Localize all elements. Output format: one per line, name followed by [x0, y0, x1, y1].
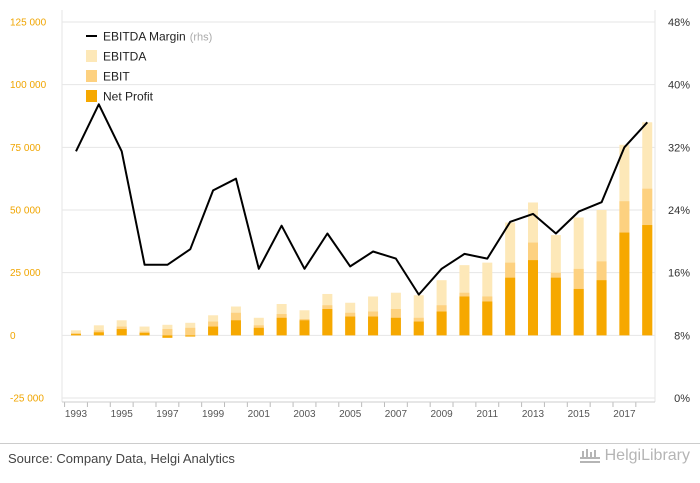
bar-net-profit-1995: [116, 329, 127, 336]
left-tick-label: 100 000: [10, 80, 47, 91]
x-tick-label: 1997: [156, 409, 179, 420]
right-tick-label: 32%: [668, 142, 690, 154]
x-tick-label: 2011: [477, 409, 499, 420]
left-tick-label: -25 000: [10, 394, 44, 405]
bar-ebitda-1996: [139, 326, 150, 336]
legend: EBITDA Margin (rhs) EBITDA EBIT Net Profit: [86, 30, 212, 104]
bar-net-profit-2007: [390, 317, 401, 336]
x-tick-label: 1999: [202, 409, 225, 420]
footer-divider: [0, 443, 700, 444]
bar-net-profit-2010: [459, 296, 470, 336]
right-tick-label: 48%: [668, 17, 690, 29]
legend-label: Net Profit: [103, 90, 154, 104]
bar-net-profit-2014: [550, 277, 561, 336]
x-tick-label: 2015: [568, 409, 591, 420]
legend-label: EBIT: [103, 70, 130, 84]
bar-ebitda-1993: [71, 330, 81, 336]
bar-net-profit-2000: [230, 320, 241, 336]
right-tick-label: 16%: [668, 268, 690, 280]
bar-net-profit-2008: [413, 321, 424, 336]
legend-label: EBITDA Margin: [103, 30, 186, 44]
bar-ebit-1997: [162, 329, 173, 336]
legend-rhs-note: (rhs): [190, 32, 213, 44]
bar-net-profit-2017: [619, 232, 630, 336]
bar-net-profit-2009: [436, 311, 447, 336]
ebitda-margin-line: [75, 103, 649, 296]
x-tick-label: 1995: [111, 409, 134, 420]
bar-net-profit-2002: [276, 317, 287, 336]
legend-swatch: [86, 50, 97, 62]
bar-net-profit-1998: [185, 335, 196, 337]
bar-net-profit-2003: [299, 320, 310, 336]
x-tick-label: 1993: [65, 409, 88, 420]
library-icon: [579, 449, 600, 463]
x-tick-label: 2001: [248, 409, 271, 420]
left-tick-label: 25 000: [10, 268, 41, 279]
right-tick-label: 24%: [668, 205, 690, 217]
right-tick-label: 8%: [674, 330, 690, 342]
bar-net-profit-2004: [322, 309, 333, 336]
source-note: Source: Company Data, Helgi Analytics: [8, 451, 235, 466]
bar-net-profit-1993: [71, 334, 81, 336]
x-tick-label: 2005: [339, 409, 362, 420]
bar-ebitda-2008: [413, 295, 424, 336]
margin-line-layer: [75, 103, 649, 296]
right-tick-label: 40%: [668, 80, 690, 92]
legend-swatch: [86, 70, 97, 82]
legend-swatch: [86, 90, 97, 102]
x-tick-label: 2003: [293, 409, 316, 420]
x-tick-label: 2009: [430, 409, 453, 420]
bar-net-profit-2013: [528, 260, 538, 336]
bar-net-profit-1999: [208, 326, 219, 336]
chart: -25 000 0 25 000 50 000 75 000 100 000 125 000…: [10, 10, 690, 420]
bar-net-profit-2005: [345, 316, 356, 336]
bar-net-profit-1996: [139, 332, 150, 336]
brand-logo: HelgiLibrary: [579, 447, 690, 465]
x-tick-label: 2017: [613, 409, 636, 420]
bar-net-profit-2006: [368, 316, 379, 336]
right-tick-label: 0%: [674, 393, 690, 405]
x-tick-label: 2007: [385, 409, 408, 420]
axes: -25 000 0 25 000 50 000 75 000 100 000 125 000…: [10, 17, 690, 420]
left-tick-label: 75 000: [10, 143, 41, 154]
bar-net-profit-2011: [482, 301, 493, 336]
bar-ebit-1998: [185, 327, 196, 336]
left-tick-label: 125 000: [10, 18, 47, 29]
bar-net-profit-2018: [642, 225, 653, 336]
bar-net-profit-2015: [573, 288, 584, 336]
x-tick-label: 2013: [522, 409, 545, 420]
bar-net-profit-2001: [253, 327, 264, 336]
bars: [71, 122, 653, 338]
bar-net-profit-1994: [93, 332, 104, 336]
brand-name: HelgiLibrary: [604, 447, 690, 464]
gridlines: [61, 10, 656, 402]
left-tick-label: 0: [10, 331, 16, 342]
bar-net-profit-2012: [505, 277, 516, 336]
legend-label: EBITDA: [103, 50, 146, 64]
bar-net-profit-2016: [596, 280, 607, 336]
bar-net-profit-1997: [162, 335, 173, 338]
left-tick-label: 50 000: [10, 206, 41, 217]
